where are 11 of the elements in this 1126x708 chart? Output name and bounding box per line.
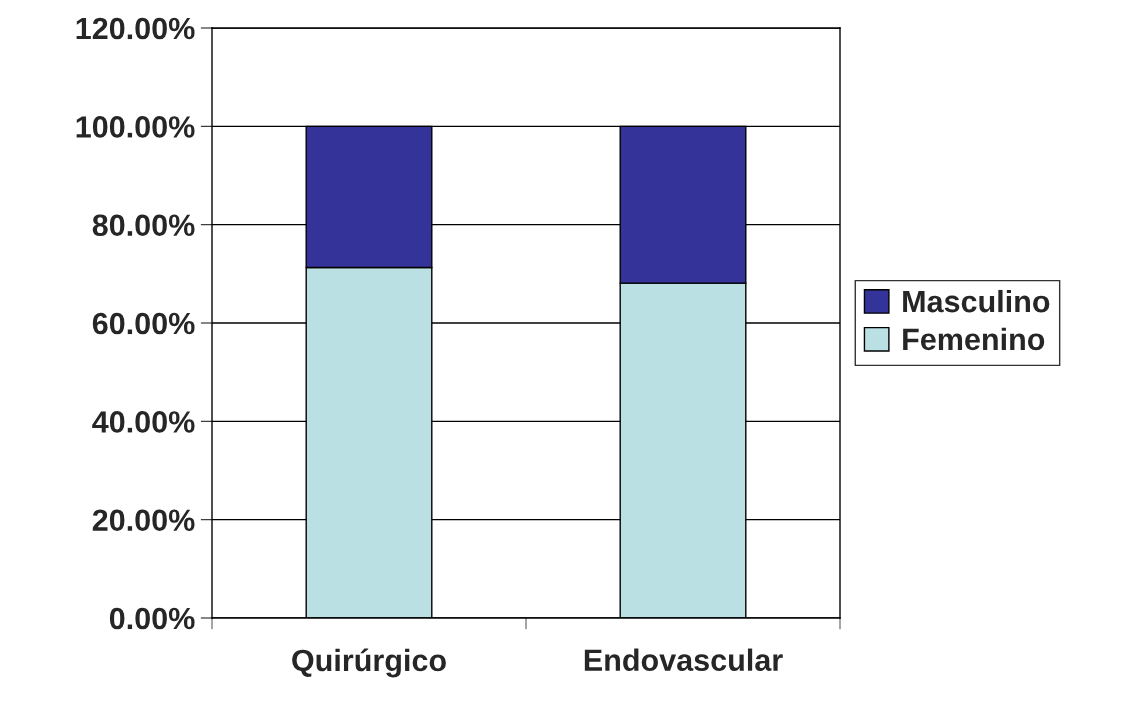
- y-tick-label: 100.00%: [76, 116, 195, 138]
- legend-label: Femenino: [903, 327, 1045, 351]
- legend-label: Masculino: [903, 289, 1050, 313]
- y-tick-label: 20.00%: [92, 509, 195, 532]
- x-tick-label: Endovascular: [584, 648, 783, 671]
- y-tick-label: 0.00%: [109, 607, 195, 630]
- y-tick-label: 80.00%: [92, 214, 195, 237]
- y-tick-label: 40.00%: [92, 411, 195, 433]
- y-tick-label: 120.00%: [76, 17, 195, 40]
- y-tick-label: 60.00%: [92, 312, 195, 335]
- x-tick-label: Quirúrgico: [292, 648, 446, 678]
